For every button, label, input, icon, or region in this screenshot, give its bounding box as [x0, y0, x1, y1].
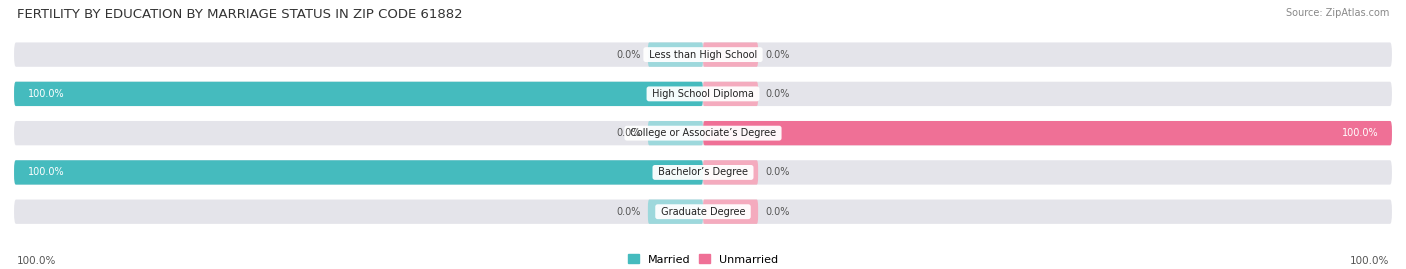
- FancyBboxPatch shape: [648, 200, 703, 224]
- FancyBboxPatch shape: [14, 82, 1392, 106]
- Text: 0.0%: 0.0%: [765, 89, 789, 99]
- FancyBboxPatch shape: [703, 82, 758, 106]
- FancyBboxPatch shape: [14, 121, 1392, 145]
- Legend: Married, Unmarried: Married, Unmarried: [623, 250, 783, 269]
- FancyBboxPatch shape: [648, 121, 703, 145]
- FancyBboxPatch shape: [703, 200, 758, 224]
- Text: 100.0%: 100.0%: [1350, 256, 1389, 266]
- Text: Less than High School: Less than High School: [645, 49, 761, 60]
- FancyBboxPatch shape: [703, 43, 758, 67]
- Text: 100.0%: 100.0%: [28, 167, 65, 178]
- Text: 100.0%: 100.0%: [1341, 128, 1378, 138]
- FancyBboxPatch shape: [703, 121, 1392, 145]
- Text: 0.0%: 0.0%: [617, 128, 641, 138]
- FancyBboxPatch shape: [648, 43, 703, 67]
- Text: 0.0%: 0.0%: [617, 49, 641, 60]
- Text: 0.0%: 0.0%: [765, 167, 789, 178]
- Text: High School Diploma: High School Diploma: [650, 89, 756, 99]
- Text: Bachelor’s Degree: Bachelor’s Degree: [655, 167, 751, 178]
- Text: Graduate Degree: Graduate Degree: [658, 207, 748, 217]
- Text: 0.0%: 0.0%: [765, 49, 789, 60]
- Text: Source: ZipAtlas.com: Source: ZipAtlas.com: [1285, 8, 1389, 18]
- Text: College or Associate’s Degree: College or Associate’s Degree: [627, 128, 779, 138]
- Text: 0.0%: 0.0%: [765, 207, 789, 217]
- Text: 100.0%: 100.0%: [28, 89, 65, 99]
- Text: 100.0%: 100.0%: [17, 256, 56, 266]
- FancyBboxPatch shape: [14, 43, 1392, 67]
- FancyBboxPatch shape: [14, 160, 1392, 185]
- FancyBboxPatch shape: [703, 160, 758, 185]
- FancyBboxPatch shape: [14, 82, 703, 106]
- Text: 0.0%: 0.0%: [617, 207, 641, 217]
- Text: FERTILITY BY EDUCATION BY MARRIAGE STATUS IN ZIP CODE 61882: FERTILITY BY EDUCATION BY MARRIAGE STATU…: [17, 8, 463, 21]
- FancyBboxPatch shape: [14, 200, 1392, 224]
- FancyBboxPatch shape: [14, 160, 703, 185]
